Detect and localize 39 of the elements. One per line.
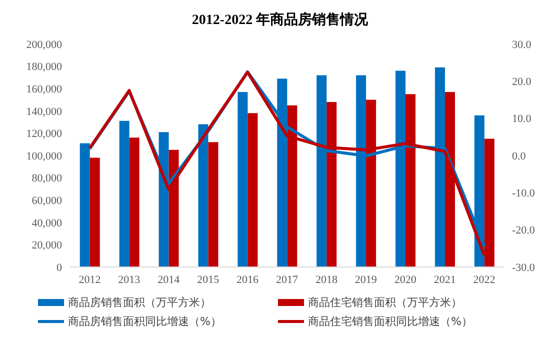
x-tick-label: 2018 [315,274,338,286]
legend-label: 商品住宅销售面积（万平方米） [308,295,462,310]
y-tick-label: 120,000 [26,128,62,140]
x-tick-label: 2015 [197,274,220,286]
bar [90,158,100,267]
legend-label: 商品房销售面积同比增速（%） [68,314,222,329]
y2-tick-label: -10.0 [512,188,536,200]
y2-tick-label: 30.0 [512,38,532,51]
y-tick-label: 160,000 [26,84,62,96]
bar [248,113,258,267]
y-tick-label: 20,000 [32,240,62,252]
y-tick-label: 40,000 [32,217,62,230]
legend-label: 商品住宅销售面积同比增速（%） [308,314,472,329]
x-tick-label: 2014 [158,274,180,286]
y-tick-label: 100,000 [26,150,62,162]
y-tick-label: 180,000 [26,61,62,74]
y-tick-label: 60,000 [32,195,62,208]
y-tick-label: 80,000 [32,172,62,185]
x-tick-label: 2020 [394,274,417,286]
y2-tick-label: 10.0 [512,113,532,126]
chart-title: 2012-2022 年商品房销售情况 [190,10,370,30]
y2-tick-label: -20.0 [512,224,536,237]
bar [119,120,130,267]
bar [129,138,140,267]
y-tick-label: 200,000 [26,38,62,51]
x-tick-label: 2019 [354,274,378,286]
y2-tick-label: 0.0 [512,150,526,162]
x-tick-label: 2013 [118,274,141,286]
x-tick-label: 2012 [78,274,101,286]
legend-label: 商品房销售面积（万平方米） [68,295,211,310]
y-tick-label: 0 [56,262,62,274]
y2-tick-label: -30.0 [512,262,536,274]
x-tick-label: 2021 [434,274,456,286]
y2-tick-label: 20.0 [512,76,532,88]
x-tick-label: 2017 [276,274,298,286]
bar [208,142,218,267]
x-tick-label: 2016 [236,274,260,286]
y-tick-label: 140,000 [26,106,62,118]
x-tick-label: 2022 [473,274,496,286]
